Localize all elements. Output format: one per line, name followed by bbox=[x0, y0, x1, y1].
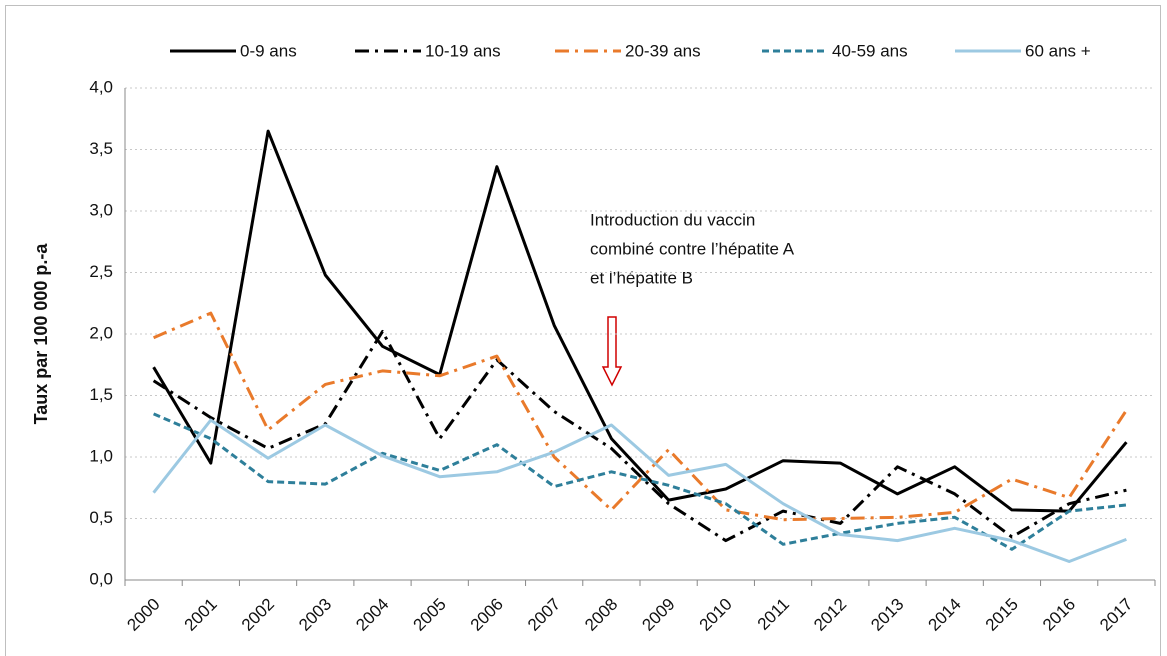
series-line bbox=[152, 330, 1127, 543]
annotation-line: combiné contre l’hépatite A bbox=[590, 239, 795, 258]
y-axis-label: Taux par 100 000 p.-a bbox=[31, 243, 51, 425]
series-line bbox=[153, 412, 1127, 551]
x-tick-label: 2000 bbox=[123, 595, 163, 635]
y-tick-label: 3,5 bbox=[89, 139, 113, 158]
y-tick-label: 3,0 bbox=[89, 200, 113, 219]
x-tick-label: 2016 bbox=[1039, 595, 1079, 635]
y-tick-label: 2,0 bbox=[89, 323, 113, 342]
legend-label: 40-59 ans bbox=[832, 41, 908, 60]
y-tick-label: 0,0 bbox=[89, 569, 113, 588]
annotation-line: Introduction du vaccin bbox=[590, 210, 755, 229]
legend-label: 0-9 ans bbox=[240, 41, 297, 60]
x-tick-label: 2013 bbox=[867, 595, 907, 635]
x-tick-label: 2008 bbox=[581, 595, 621, 635]
x-tick-label: 2007 bbox=[524, 595, 564, 635]
x-tick-label: 2014 bbox=[925, 595, 965, 635]
y-tick-label: 4,0 bbox=[89, 77, 113, 96]
x-tick-label: 2004 bbox=[352, 595, 392, 635]
x-tick-label: 2005 bbox=[410, 595, 450, 635]
x-tick-label: 2003 bbox=[295, 595, 335, 635]
x-tick-label: 2017 bbox=[1096, 595, 1136, 635]
x-tick-label: 2012 bbox=[810, 595, 850, 635]
x-tick-label: 2002 bbox=[238, 595, 278, 635]
series-line bbox=[153, 311, 1128, 522]
series-line bbox=[152, 418, 1127, 563]
x-tick-label: 2009 bbox=[638, 595, 678, 635]
y-tick-label: 1,5 bbox=[89, 385, 113, 404]
x-tick-label: 2001 bbox=[181, 595, 221, 635]
series-line bbox=[152, 129, 1128, 513]
annotation-arrow bbox=[601, 316, 623, 387]
legend-label: 60 ans + bbox=[1025, 41, 1091, 60]
legend-label: 20-39 ans bbox=[625, 41, 701, 60]
y-tick-label: 2,5 bbox=[89, 262, 113, 281]
x-tick-label: 2006 bbox=[467, 595, 507, 635]
legend-label: 10-19 ans bbox=[425, 41, 501, 60]
y-tick-label: 1,0 bbox=[89, 446, 113, 465]
chart-border bbox=[5, 5, 1161, 656]
y-tick-label: 0,5 bbox=[89, 508, 113, 527]
x-tick-label: 2011 bbox=[754, 595, 793, 634]
annotation-line: et l’hépatite B bbox=[590, 268, 693, 287]
x-tick-label: 2015 bbox=[982, 595, 1022, 635]
x-tick-label: 2010 bbox=[696, 595, 736, 635]
